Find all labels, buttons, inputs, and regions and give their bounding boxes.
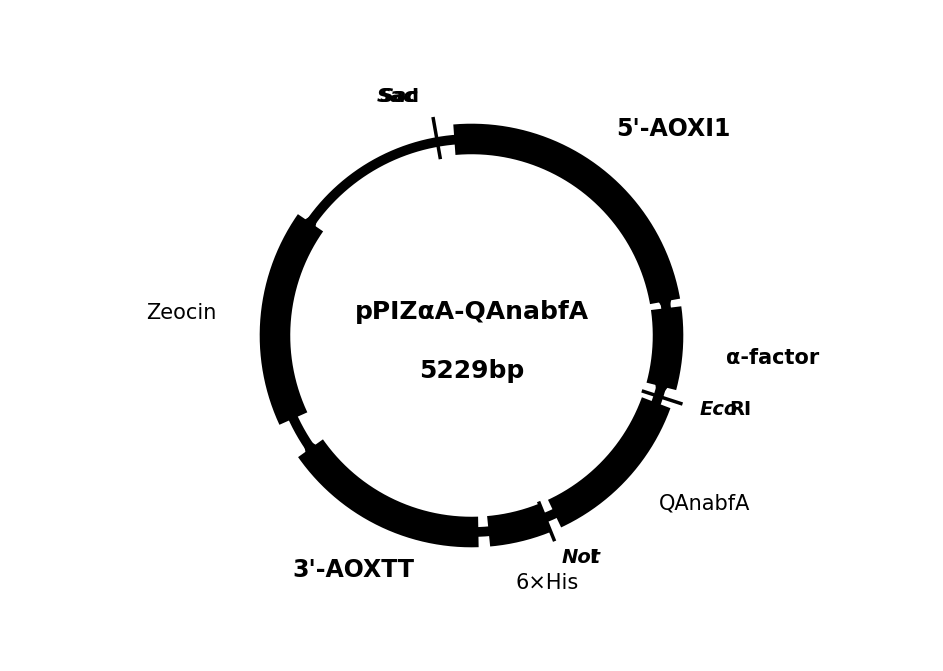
Text: 6×His: 6×His xyxy=(515,573,578,593)
Text: I: I xyxy=(589,548,597,567)
Text: Not: Not xyxy=(561,548,601,567)
Polygon shape xyxy=(294,212,318,240)
Text: Sac: Sac xyxy=(377,87,416,106)
Text: α-factor: α-factor xyxy=(726,348,819,368)
Text: QAnabfA: QAnabfA xyxy=(658,494,750,514)
Polygon shape xyxy=(304,437,326,465)
Text: Zeocin: Zeocin xyxy=(146,303,217,323)
Text: 5229bp: 5229bp xyxy=(419,359,524,383)
Text: Sac: Sac xyxy=(380,87,419,106)
Polygon shape xyxy=(653,287,673,314)
Text: RI: RI xyxy=(730,400,752,419)
Polygon shape xyxy=(654,371,675,399)
Text: I: I xyxy=(411,87,419,106)
Text: 5'-AOXI1: 5'-AOXI1 xyxy=(616,117,730,142)
Text: pPIZαA-QAnabfA: pPIZαA-QAnabfA xyxy=(355,300,588,324)
Text: 3'-AOXTT: 3'-AOXTT xyxy=(292,558,414,582)
Text: Eco: Eco xyxy=(700,400,737,419)
